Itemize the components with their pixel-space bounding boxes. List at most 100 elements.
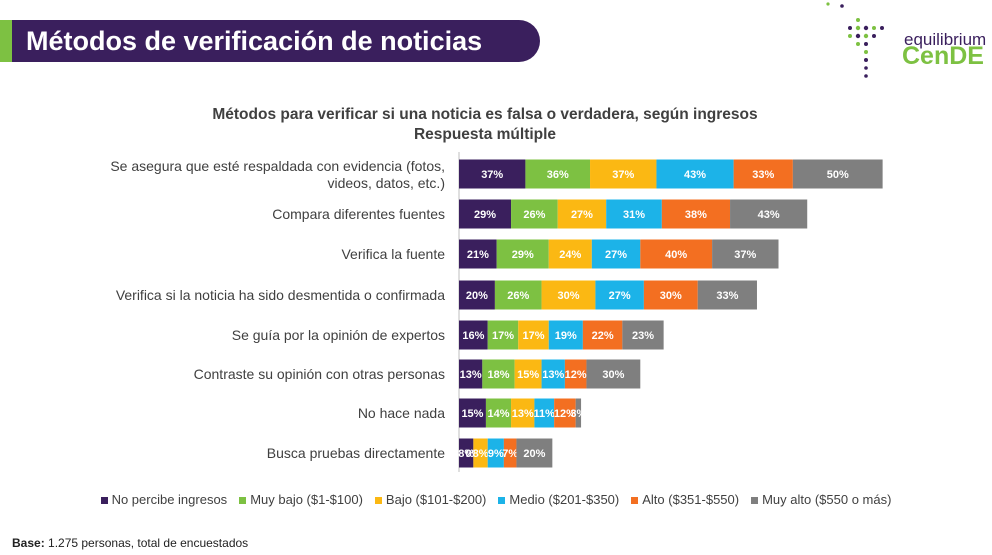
bar-segment	[541, 359, 565, 389]
bar-data-label: 50%	[827, 169, 849, 181]
category-label: Verifica si la noticia ha sido desmentid…	[116, 287, 445, 303]
bar-data-label: 13%	[542, 369, 564, 381]
bar-segment	[557, 199, 607, 229]
legend-label: Muy alto ($550 o más)	[762, 492, 892, 507]
bar-data-label: 3%	[570, 408, 586, 420]
bar-data-label: 12%	[554, 408, 576, 420]
bar-segment	[485, 398, 512, 428]
category-label: Contraste su opinión con otras personas	[194, 366, 445, 382]
bar-segment	[622, 320, 664, 350]
bar-segment	[548, 320, 583, 350]
bar-segment	[548, 239, 592, 269]
bar-segment	[487, 320, 519, 350]
bar-data-label: 33%	[716, 290, 738, 302]
legend-label: No percibe ingresos	[111, 492, 228, 507]
bar-data-label: 43%	[684, 169, 706, 181]
bar-segment	[518, 320, 549, 350]
bar-data-label: 22%	[592, 330, 614, 342]
bar-segment	[516, 438, 553, 468]
bar-data-label: 20%	[466, 290, 488, 302]
chart-title: Métodos para verificar si una noticia es…	[212, 106, 758, 123]
category-label: Compara diferentes fuentes	[272, 206, 445, 222]
bar-data-label: 30%	[557, 290, 579, 302]
bar-segment	[459, 398, 486, 428]
bar-data-label: 29%	[474, 209, 496, 221]
bar-data-label: 37%	[481, 169, 503, 181]
bar-segment	[730, 199, 808, 229]
bar-data-label: 11%	[534, 408, 556, 420]
bar-segment	[459, 159, 526, 189]
bar-data-label: 37%	[612, 169, 634, 181]
bar-data-label: 27%	[609, 290, 631, 302]
bar-data-label: 9%	[488, 448, 504, 460]
bar-data-label: 27%	[571, 209, 593, 221]
bar-data-label: 27%	[605, 249, 627, 261]
bar-segment	[459, 438, 474, 468]
bar-segment	[656, 159, 734, 189]
bar-segment	[459, 280, 495, 310]
title-accent-stripe	[0, 20, 12, 62]
bar-segment	[733, 159, 793, 189]
bar-segment	[591, 239, 641, 269]
category-label: Se guía por la opinión de expertos	[232, 327, 445, 343]
bar-segment	[487, 438, 504, 468]
bar-segment	[494, 280, 542, 310]
bar-data-label: 14%	[487, 408, 509, 420]
bar-segment	[511, 398, 535, 428]
bar-data-label: 7%	[502, 448, 518, 460]
legend-item: Bajo ($101-$200)	[374, 492, 487, 507]
legend-swatch	[751, 497, 759, 505]
bar-data-label: 15%	[517, 369, 539, 381]
legend-item: Alto ($351-$550)	[631, 492, 739, 507]
bar-data-label: 40%	[665, 249, 687, 261]
bar-segment	[473, 438, 488, 468]
bar-segment	[541, 280, 596, 310]
bar-data-label: 17%	[492, 330, 514, 342]
logo-top-text: equilibrium	[904, 30, 987, 49]
legend-item: Medio ($201-$350)	[498, 492, 619, 507]
title-bar	[0, 20, 540, 62]
bar-segment	[503, 438, 517, 468]
bar-segment	[792, 159, 883, 189]
bar-segment	[590, 159, 657, 189]
bar-data-label: 30%	[660, 290, 682, 302]
bar-data-label: 12%	[565, 369, 587, 381]
chart-subtitle: Respuesta múltiple	[413, 126, 557, 143]
footer-base-note: Base: 1.275 personas, total de encuestad…	[12, 536, 248, 550]
bar-segment	[564, 359, 587, 389]
legend-swatch	[498, 497, 506, 505]
bar-data-label: 13%	[460, 369, 482, 381]
legend-item: Muy alto ($550 o más)	[751, 492, 891, 507]
bar-segment	[586, 359, 641, 389]
bar-data-label: 24%	[559, 249, 581, 261]
bar-segment	[582, 320, 623, 350]
logo-main-text: CenDE	[902, 42, 984, 70]
legend-label: Medio ($201-$350)	[509, 492, 620, 507]
bar-segment	[595, 280, 644, 310]
bar-data-label: 8%	[473, 448, 489, 460]
legend-swatch	[631, 497, 639, 505]
bar-segment	[459, 199, 512, 229]
chart-legend: No percibe ingresos Muy bajo ($1-$100) Baj…	[0, 492, 992, 507]
bar-data-label: 36%	[547, 169, 569, 181]
legend-label: Bajo ($101-$200)	[385, 492, 487, 507]
legend-label: Muy bajo ($1-$100)	[250, 492, 363, 507]
bar-segment	[643, 280, 698, 310]
category-label: No hace nada	[358, 405, 445, 421]
bar-data-label: 8%	[458, 448, 474, 460]
bar-data-label: 18%	[487, 369, 509, 381]
legend-swatch	[239, 497, 247, 505]
bar-data-label: 33%	[752, 169, 774, 181]
bar-data-label: 26%	[523, 209, 545, 221]
legend-swatch	[100, 497, 108, 505]
bar-data-label: 16%	[462, 330, 484, 342]
legend-label: Alto ($351-$550)	[642, 492, 740, 507]
bar-data-label: 17%	[522, 330, 544, 342]
bar-data-label: 29%	[512, 249, 534, 261]
bar-data-label: 23%	[632, 330, 654, 342]
category-label: Busca pruebas directamente	[267, 445, 445, 461]
bar-segment	[697, 280, 757, 310]
bar-data-label: 37%	[734, 249, 756, 261]
category-label: Se asegura que esté respaldada con evide…	[110, 158, 445, 191]
bar-data-label: 43%	[758, 209, 780, 221]
